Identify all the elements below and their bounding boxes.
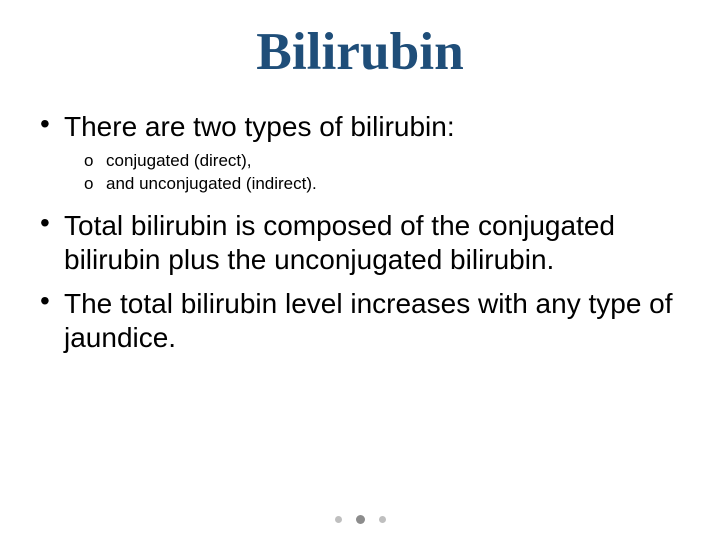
- list-item: Total bilirubin is composed of the conju…: [36, 209, 690, 277]
- slide-title: Bilirubin: [30, 20, 690, 82]
- pager-dot-active: [356, 515, 365, 524]
- list-item: and unconjugated (indirect).: [84, 173, 690, 194]
- bullet-text: Total bilirubin is composed of the conju…: [64, 210, 615, 275]
- list-item: The total bilirubin level increases with…: [36, 287, 690, 355]
- bullet-list-level2: conjugated (direct), and unconjugated (i…: [64, 150, 690, 195]
- bullet-text: There are two types of bilirubin:: [64, 111, 455, 142]
- slide-content: There are two types of bilirubin: conjug…: [30, 110, 690, 355]
- sub-bullet-text: conjugated (direct),: [106, 151, 252, 170]
- bullet-text: The total bilirubin level increases with…: [64, 288, 673, 353]
- sub-bullet-text: and unconjugated (indirect).: [106, 174, 317, 193]
- slide-pager: [0, 515, 720, 524]
- pager-dot: [379, 516, 386, 523]
- list-item: conjugated (direct),: [84, 150, 690, 171]
- bullet-list-level1: There are two types of bilirubin: conjug…: [36, 110, 690, 355]
- pager-dot: [335, 516, 342, 523]
- list-item: There are two types of bilirubin: conjug…: [36, 110, 690, 195]
